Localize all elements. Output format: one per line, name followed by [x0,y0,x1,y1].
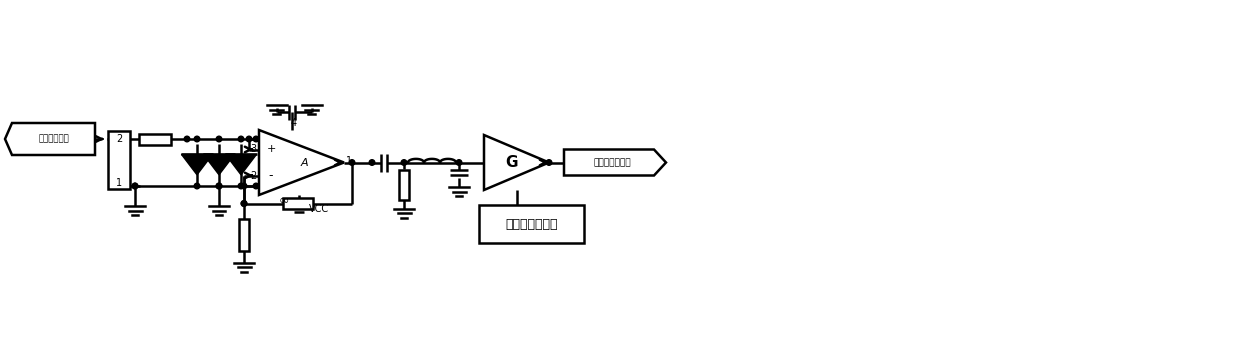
Bar [399,170,409,199]
Bar [479,205,584,243]
Text: 可控增益放大器: 可控增益放大器 [505,218,558,230]
Circle shape [402,160,407,165]
Text: 4: 4 [290,118,296,128]
Circle shape [238,136,244,142]
Circle shape [247,136,252,142]
Circle shape [370,160,374,165]
Circle shape [546,160,552,165]
Circle shape [253,136,259,142]
Text: -: - [269,169,273,182]
Circle shape [242,201,247,206]
Circle shape [216,136,222,142]
Polygon shape [226,154,257,175]
Circle shape [133,183,138,189]
Polygon shape [259,130,343,195]
Text: 1: 1 [346,156,352,166]
Polygon shape [181,154,212,175]
Polygon shape [5,123,95,155]
Circle shape [216,183,222,189]
Circle shape [350,160,355,165]
Text: 1: 1 [115,178,122,188]
Bar [239,218,249,250]
Circle shape [242,183,247,189]
Text: 2: 2 [250,170,257,181]
Circle shape [238,183,244,189]
Text: 输出到采集芯片: 输出到采集芯片 [593,158,631,167]
Text: 3: 3 [250,145,257,154]
Polygon shape [203,154,234,175]
Circle shape [133,183,138,189]
Bar [108,131,130,189]
Circle shape [253,183,259,189]
Circle shape [185,136,190,142]
Circle shape [195,183,200,189]
Text: G: G [505,155,518,170]
Circle shape [195,136,200,142]
Circle shape [242,201,247,206]
Text: 探头接收信号: 探头接收信号 [38,135,69,143]
Circle shape [456,160,461,165]
Polygon shape [484,135,549,190]
Circle shape [216,183,222,189]
Text: A: A [300,158,309,167]
Text: ∞: ∞ [278,194,289,206]
Bar [139,134,171,145]
Text: +: + [267,145,275,154]
Text: VCC: VCC [309,205,329,214]
Text: 2: 2 [115,134,122,143]
Polygon shape [564,150,666,175]
Bar [283,198,312,209]
